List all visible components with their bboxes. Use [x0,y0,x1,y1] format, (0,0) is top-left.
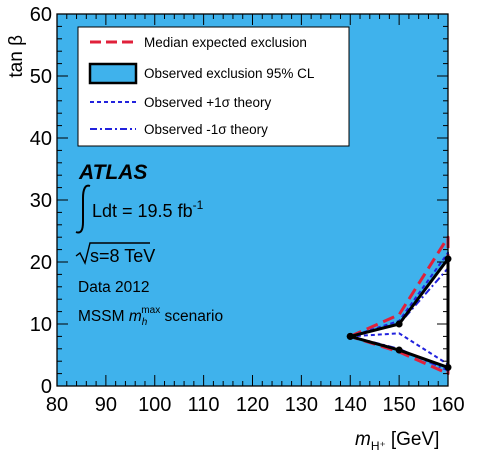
y-tick-label: 10 [30,314,52,336]
x-tick-label: 110 [188,394,220,416]
scenario-suffix: scenario [160,308,223,325]
energy-label: s=8 TeV [75,242,155,266]
x-axis-title-main: m [355,429,371,450]
legend-label-median: Median expected exclusion [144,35,307,50]
data-year-label: Data 2012 [78,279,150,296]
scenario-subscript: h [142,317,148,328]
y-axis-title: tan β [6,35,27,78]
y-tick-label: 40 [30,128,52,150]
scenario-symbol: m [129,308,142,325]
atlas-label: ATLAS [78,161,147,184]
x-axis-title-unit: [GeV] [391,429,440,450]
scenario-prefix: MSSM [78,308,129,325]
luminosity-text: Ldt = 19.5 fb-1 [92,198,204,221]
x-tick-label: 150 [382,394,415,416]
luminosity-label: Ldt = 19.5 fb-1 [75,184,204,234]
x-tick-label: 90 [95,394,117,416]
x-tick-label: 160 [431,394,464,416]
luminosity-value: Ldt = 19.5 fb [92,201,193,221]
x-tick-label: 140 [334,394,367,416]
energy-text: s=8 TeV [90,246,155,266]
legend-label-plus-one-sigma: Observed +1σ theory [144,95,272,110]
integral-sign-icon [75,184,91,234]
y-tick-label: 20 [30,252,52,274]
x-axis-title-sub: H⁺ [371,439,386,453]
y-tick-label: 30 [30,190,52,212]
y-tick-label: 60 [30,4,52,26]
observed-point [395,320,403,328]
legend-label-observed: Observed exclusion 95% CL [144,66,315,81]
legend-swatch-observed [88,62,138,85]
luminosity-exponent: -1 [193,198,204,212]
observed-point [395,346,403,354]
legend: Median expected exclusion Observed exclu… [77,26,350,147]
y-tick-label: 0 [41,376,52,398]
x-tick-label: 100 [138,394,171,416]
x-tick-label: 80 [46,394,68,416]
sqrt-sign-icon [75,242,150,266]
x-tick-label: 120 [236,394,269,416]
observed-point [346,332,354,340]
x-axis-title: mH⁺ [GeV] [355,429,439,453]
x-tick-label: 130 [285,394,318,416]
legend-box [77,26,350,147]
allowed-region [350,258,448,368]
y-tick-label: 50 [30,66,52,88]
scenario-label: MSSM mhmax scenario [78,305,223,328]
scenario-superscript: max [141,305,160,316]
legend-label-minus-one-sigma: Observed -1σ theory [144,122,268,137]
